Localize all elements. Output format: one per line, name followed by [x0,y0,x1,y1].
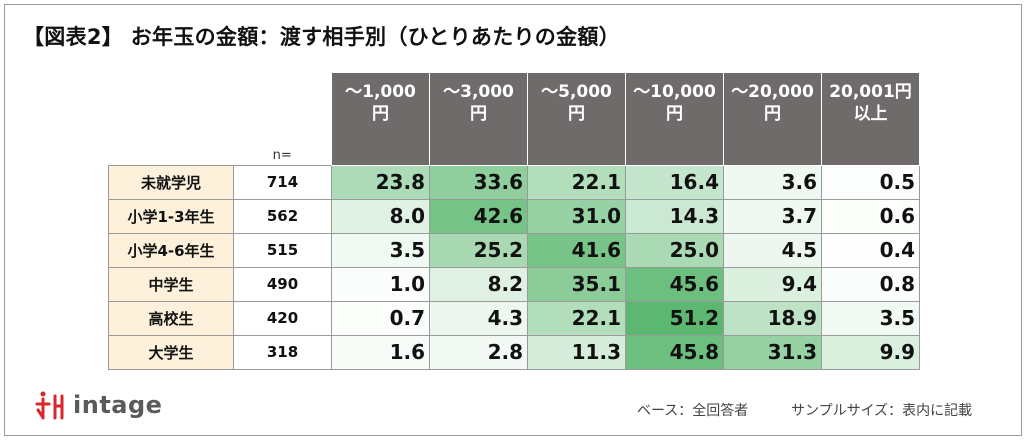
heatmap-cell: 45.8 [625,334,724,370]
heatmap-cell: 2.8 [429,334,528,370]
intage-mark-icon [35,391,64,420]
sample-size-cell: 515 [233,232,332,268]
column-header-text: 〜10,000 [633,82,716,102]
heatmap-cell: 0.4 [821,232,920,268]
heatmap-cell: 3.6 [723,164,822,200]
row-label: 中学生 [108,266,234,302]
heatmap-cell: 22.1 [527,164,626,200]
column-header: 〜3,000 円 [429,73,528,166]
heatmap-cell: 4.3 [429,300,528,336]
sample-size-note: サンプルサイズ：表内に記載 [791,403,973,419]
sample-size-cell: 714 [233,164,332,200]
row-label: 高校生 [108,300,234,336]
heatmap-cell: 4.5 [723,232,822,268]
heatmap-cell: 25.2 [429,232,528,268]
heatmap-cell: 0.8 [821,266,920,302]
column-header-text: 円 [764,104,781,124]
column-header-text: 以上 [853,104,888,124]
column-header-text: 円 [568,104,585,124]
column-header: 〜20,000 円 [723,73,822,166]
table-row: 中学生 490 1.0 8.2 35.1 45.6 9.4 0.8 [108,266,920,302]
row-label: 小学4-6年生 [108,232,234,268]
heatmap-cell: 33.6 [429,164,528,200]
column-header-text: 円 [666,104,683,124]
heatmap-cell: 35.1 [527,266,626,302]
table-row: 大学生 318 1.6 2.8 11.3 45.8 31.3 9.9 [108,334,920,370]
heatmap-table: n= 〜1,000 円 〜3,000 円 〜5,000 円 〜10,000 円 〜20,… [108,73,920,370]
chart-frame: 【図表2】 お年玉の金額：渡す相手別（ひとりあたりの金額） n= 〜1,000 円… [4,4,1022,436]
column-header: 〜5,000 円 [527,73,626,166]
row-label: 小学1-3年生 [108,198,234,234]
heatmap-cell: 8.2 [429,266,528,302]
table-row: 未就学児 714 23.8 33.6 22.1 16.4 3.6 0.5 [108,164,920,200]
column-header: 〜1,000 円 [331,73,430,166]
heatmap-cell: 9.9 [821,334,920,370]
column-header-text: 円 [372,104,389,124]
sample-size-cell: 562 [233,198,332,234]
sample-size-cell: 318 [233,334,332,370]
column-header-text: 円 [470,104,487,124]
heatmap-cell: 3.5 [331,232,430,268]
column-header-text: 〜3,000 [443,82,514,102]
intage-logo: intage [33,387,162,423]
column-header-text: 20,001円 [829,82,912,102]
heatmap-cell: 41.6 [527,232,626,268]
base-note: ベース：全回答者 [637,403,749,419]
table-row: 小学1-3年生 562 8.0 42.6 31.0 14.3 3.7 0.6 [108,198,920,234]
row-label: 未就学児 [108,164,234,200]
row-label: 大学生 [108,334,234,370]
heatmap-cell: 23.8 [331,164,430,200]
heatmap-cell: 1.0 [331,266,430,302]
column-header-text: 〜1,000 [345,82,416,102]
heatmap-cell: 3.5 [821,300,920,336]
heatmap-cell: 1.6 [331,334,430,370]
corner-blank [109,73,234,165]
column-header: 20,001円 以上 [821,73,920,166]
table-row: 小学4-6年生 515 3.5 25.2 41.6 25.0 4.5 0.4 [108,232,920,268]
heatmap-cell: 22.1 [527,300,626,336]
heatmap-cell: 0.5 [821,164,920,200]
heatmap-cell: 25.0 [625,232,724,268]
heatmap-cell: 51.2 [625,300,724,336]
intage-logo-text: intage [73,391,163,419]
n-header: n= [272,147,292,163]
heatmap-cell: 0.6 [821,198,920,234]
column-header: 〜10,000 円 [625,73,724,166]
table-row: 高校生 420 0.7 4.3 22.1 51.2 18.9 3.5 [108,300,920,336]
heatmap-cell: 8.0 [331,198,430,234]
sample-size-cell: 490 [233,266,332,302]
heatmap-cell: 14.3 [625,198,724,234]
sample-size-cell: 420 [233,300,332,336]
heatmap-cell: 18.9 [723,300,822,336]
heatmap-cell: 42.6 [429,198,528,234]
heatmap-cell: 31.3 [723,334,822,370]
heatmap-cell: 3.7 [723,198,822,234]
heatmap-cell: 16.4 [625,164,724,200]
heatmap-cell: 0.7 [331,300,430,336]
chart-title: 【図表2】 お年玉の金額：渡す相手別（ひとりあたりの金額） [23,25,620,49]
heatmap-cell: 31.0 [527,198,626,234]
column-header-text: 〜5,000 [541,82,612,102]
heatmap-cell: 11.3 [527,334,626,370]
column-header-text: 〜20,000 [731,82,814,102]
heatmap-cell: 9.4 [723,266,822,302]
heatmap-cell: 45.6 [625,266,724,302]
